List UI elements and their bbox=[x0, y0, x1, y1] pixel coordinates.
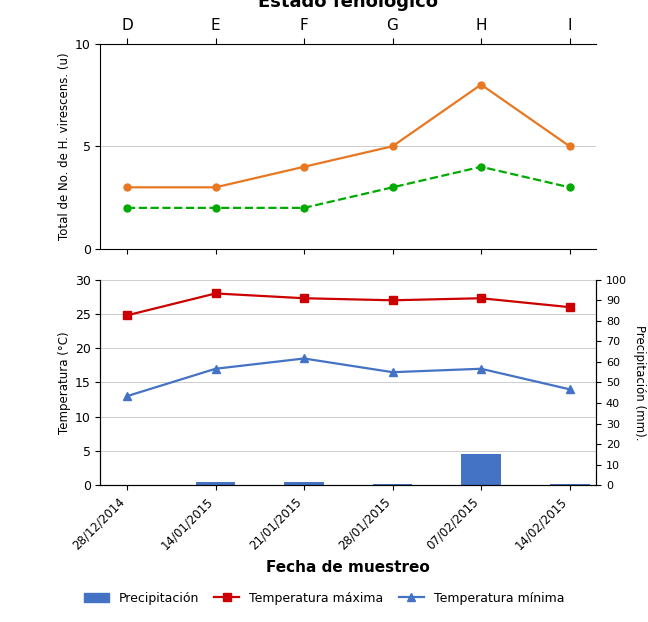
X-axis label: Estado fenológico: Estado fenológico bbox=[259, 0, 438, 11]
Y-axis label: Total de No. de H. virescens. (u): Total de No. de H. virescens. (u) bbox=[58, 52, 71, 240]
Legend: H. virescens JP-94, H. virescens B. Sinereo: H. virescens JP-94, H. virescens B. Sine… bbox=[165, 280, 532, 303]
Bar bbox=[373, 484, 413, 485]
Bar bbox=[461, 454, 501, 485]
Legend: Precipitación, Temperatura máxima, Temperatura mínima: Precipitación, Temperatura máxima, Tempe… bbox=[79, 587, 569, 610]
Bar bbox=[196, 482, 235, 485]
Y-axis label: Temperatura (°C): Temperatura (°C) bbox=[58, 331, 71, 434]
Bar bbox=[284, 482, 324, 485]
X-axis label: Fecha de muestreo: Fecha de muestreo bbox=[266, 560, 430, 575]
Bar bbox=[550, 484, 590, 485]
Y-axis label: Precipitación (mm).: Precipitación (mm). bbox=[633, 325, 646, 440]
